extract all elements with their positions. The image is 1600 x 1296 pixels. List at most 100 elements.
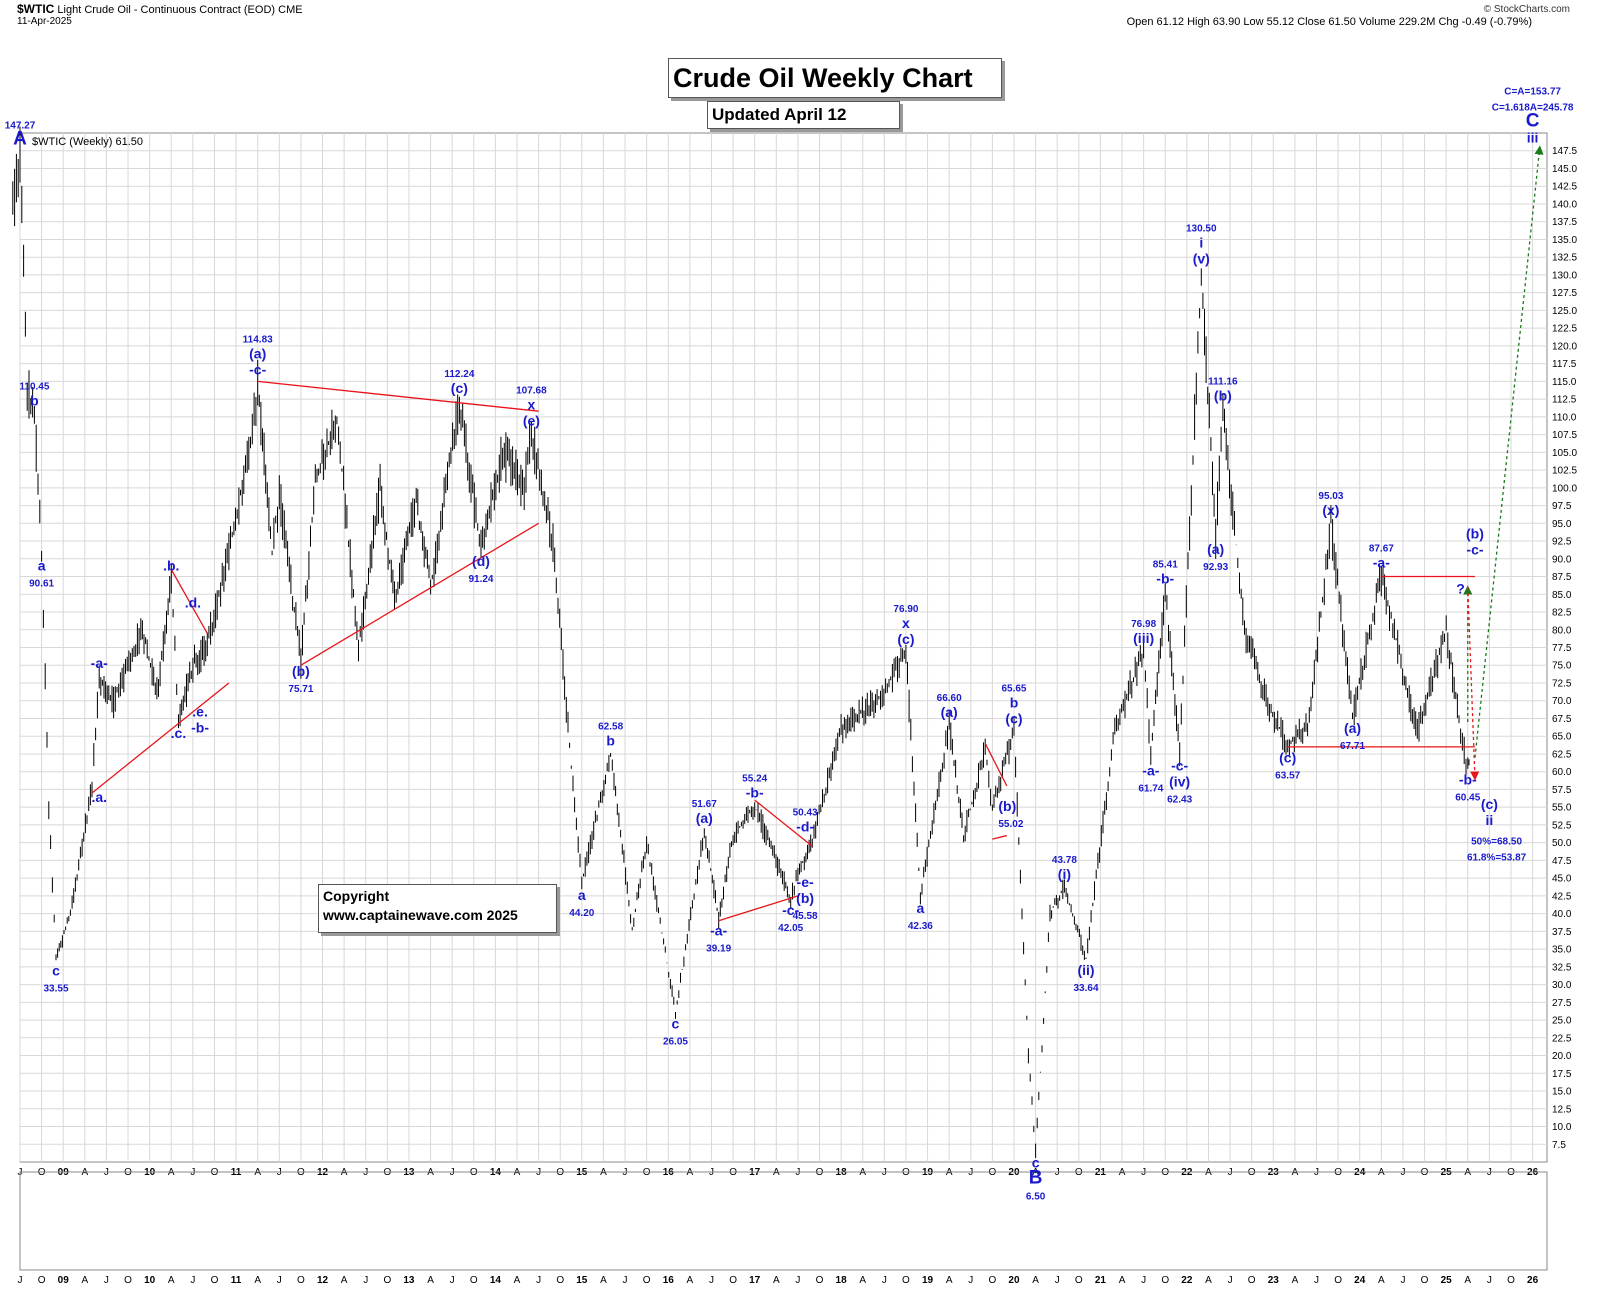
x-tick-label: A	[773, 1275, 780, 1286]
wave-label: (iv)	[1169, 773, 1190, 789]
x-tick-label: 13	[403, 1275, 415, 1286]
x-tick-label: 26	[1527, 1275, 1539, 1286]
wave-label: 45.58	[793, 911, 818, 922]
wave-label: (e)	[523, 412, 540, 428]
y-tick-label: 65.0	[1552, 732, 1572, 743]
y-tick-label: 140.0	[1552, 199, 1577, 210]
updated-box: Updated April 12	[707, 101, 900, 129]
x-tick-label: 09	[58, 1275, 70, 1286]
wave-label: 43.78	[1052, 855, 1077, 866]
wave-label: 62.58	[598, 721, 623, 732]
wave-label: 61.74	[1138, 783, 1163, 794]
x-tick-label: 15	[576, 1275, 588, 1286]
wave-label: a	[916, 900, 924, 916]
wave-label: -c-	[249, 362, 266, 378]
y-tick-label: 95.0	[1552, 519, 1572, 530]
x-tick-label: 10	[144, 1275, 156, 1286]
lower-pane-frame	[19, 1171, 1548, 1271]
wave-label: (a)	[1344, 720, 1361, 736]
wave-label: -a-	[91, 655, 108, 671]
wave-label: (i)	[1058, 866, 1071, 882]
wave-label: -e-	[797, 874, 814, 890]
wave-label: 42.05	[778, 923, 803, 934]
wave-label: -a-	[1142, 762, 1159, 778]
y-tick-label: 60.0	[1552, 767, 1572, 778]
wave-label: c	[1032, 1154, 1040, 1170]
y-tick-label: 72.5	[1552, 678, 1572, 689]
wave-label: -c-	[1171, 757, 1188, 773]
x-tick-label: O	[383, 1275, 391, 1286]
y-tick-label: 97.5	[1552, 501, 1572, 512]
x-tick-label: O	[1161, 1275, 1169, 1286]
wave-label: (b)	[1214, 388, 1232, 404]
x-tick-label: O	[297, 1275, 305, 1286]
x-tick-label: A	[81, 1275, 88, 1286]
wave-label: 44.20	[569, 908, 594, 919]
chart-title-box: Crude Oil Weekly Chart	[668, 58, 1002, 98]
x-tick-label: J	[795, 1275, 800, 1286]
wave-label: (iii)	[1133, 630, 1154, 646]
y-tick-label: 67.5	[1552, 714, 1572, 725]
x-tick-label: J	[1228, 1275, 1233, 1286]
y-tick-label: 127.5	[1552, 288, 1577, 299]
wave-label: 114.83	[243, 335, 273, 346]
wave-label: (b)	[796, 890, 814, 906]
x-tick-label: 24	[1354, 1275, 1366, 1286]
wave-label: ?	[1456, 580, 1465, 596]
wave-label: 39.19	[706, 943, 731, 954]
y-tick-label: 30.0	[1552, 980, 1572, 991]
x-tick-label: A	[600, 1275, 607, 1286]
wave-label: 55.02	[998, 819, 1023, 830]
chart-header-title: $WTIC Light Crude Oil - Continuous Contr…	[17, 2, 303, 16]
wave-label: b	[30, 393, 39, 409]
x-tick-label: A	[687, 1275, 694, 1286]
y-tick-label: 55.0	[1552, 803, 1572, 814]
wave-label: .a.	[91, 789, 107, 805]
x-tick-label: J	[277, 1275, 282, 1286]
x-tick-label: 20	[1008, 1275, 1020, 1286]
x-tick-label: J	[1141, 1275, 1146, 1286]
y-tick-label: 110.0	[1552, 412, 1577, 423]
y-tick-label: 82.5	[1552, 608, 1572, 619]
x-tick-label: 25	[1441, 1275, 1453, 1286]
projection-arrow	[1467, 587, 1480, 781]
wave-label: 51.67	[692, 799, 717, 810]
wave-label: (a)	[1207, 541, 1224, 557]
wave-label: (d)	[472, 553, 490, 569]
y-tick-label: 117.5	[1552, 359, 1577, 370]
x-tick-label: 22	[1181, 1275, 1193, 1286]
x-tick-label: A	[168, 1275, 175, 1286]
trendline	[300, 522, 539, 666]
wave-label: 147.27	[5, 120, 36, 131]
x-tick-label: O	[556, 1275, 564, 1286]
wave-label: 95.03	[1318, 491, 1343, 502]
y-tick-label: 37.5	[1552, 927, 1572, 938]
x-tick-label: J	[450, 1275, 455, 1286]
y-tick-label: 12.5	[1552, 1104, 1572, 1115]
x-tick-label: A	[1032, 1275, 1039, 1286]
x-tick-label: O	[1334, 1275, 1342, 1286]
wave-label: -b-	[1156, 570, 1174, 586]
wave-label: C=1.618A=245.78	[1492, 103, 1574, 114]
y-tick-label: 92.5	[1552, 537, 1572, 548]
x-tick-label: O	[729, 1275, 737, 1286]
y-tick-label: 125.0	[1552, 306, 1577, 317]
x-tick-label: O	[816, 1275, 824, 1286]
price-bars	[12, 126, 1470, 1158]
wave-label: 91.24	[468, 574, 493, 585]
x-tick-label: A	[254, 1275, 261, 1286]
y-tick-label: 20.0	[1552, 1051, 1572, 1062]
x-tick-label: 17	[749, 1275, 761, 1286]
x-tick-label: J	[104, 1275, 109, 1286]
x-tick-label: O	[1421, 1275, 1429, 1286]
series-legend: $WTIC (Weekly) 61.50	[32, 136, 143, 148]
wave-label: 33.55	[43, 983, 68, 994]
wave-label: -b-	[1459, 771, 1477, 787]
x-tick-label: A	[1205, 1275, 1212, 1286]
wave-label: 65.65	[1001, 684, 1026, 695]
wave-label: .e.	[192, 704, 208, 720]
wave-label: (c)	[1005, 711, 1022, 727]
x-tick-label: A	[514, 1275, 521, 1286]
wave-label: .c.	[171, 725, 187, 741]
wave-label: 62.43	[1167, 794, 1192, 805]
